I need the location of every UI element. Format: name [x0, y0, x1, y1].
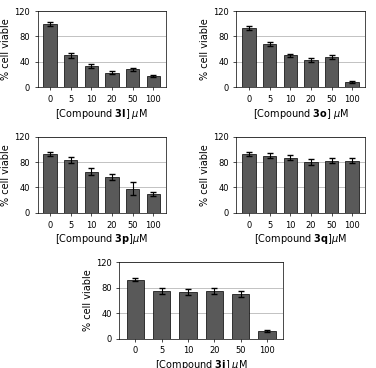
Bar	[242, 28, 256, 87]
Y-axis label: % cell viable: % cell viable	[83, 270, 93, 331]
X-axis label: [Compound $\bf{3j}$] $\mu$M: [Compound $\bf{3j}$] $\mu$M	[155, 358, 247, 368]
Bar	[85, 171, 98, 213]
Bar	[263, 156, 276, 213]
Bar	[44, 24, 57, 87]
X-axis label: [Compound $\bf{3p}$]$\mu$M: [Compound $\bf{3p}$]$\mu$M	[55, 232, 148, 246]
Bar	[105, 177, 119, 213]
X-axis label: [Compound $\bf{3q}$]$\mu$M: [Compound $\bf{3q}$]$\mu$M	[254, 232, 347, 246]
Y-axis label: % cell viable: % cell viable	[200, 144, 210, 206]
Bar	[325, 161, 338, 213]
Bar	[147, 194, 160, 213]
Bar	[105, 72, 119, 87]
Bar	[304, 60, 318, 87]
Y-axis label: % cell viable: % cell viable	[2, 18, 11, 80]
Bar	[44, 154, 57, 213]
Bar	[206, 291, 223, 339]
Bar	[179, 292, 197, 339]
Bar	[64, 56, 77, 87]
Bar	[127, 280, 144, 339]
Bar	[325, 57, 338, 87]
Bar	[126, 189, 139, 213]
Bar	[126, 70, 139, 87]
Bar	[304, 162, 318, 213]
Y-axis label: % cell viable: % cell viable	[2, 144, 11, 206]
Bar	[263, 44, 276, 87]
Bar	[242, 154, 256, 213]
Bar	[85, 66, 98, 87]
X-axis label: [Compound $\bf{3l}$] $\mu$M: [Compound $\bf{3l}$] $\mu$M	[55, 107, 148, 121]
Bar	[153, 291, 170, 339]
Bar	[232, 294, 249, 339]
Bar	[346, 82, 359, 87]
Bar	[284, 56, 297, 87]
Bar	[346, 161, 359, 213]
Bar	[147, 76, 160, 87]
Bar	[284, 158, 297, 213]
X-axis label: [Compound $\bf{3o}$] $\mu$M: [Compound $\bf{3o}$] $\mu$M	[253, 107, 349, 121]
Bar	[258, 331, 276, 339]
Y-axis label: % cell viable: % cell viable	[200, 18, 210, 80]
Bar	[64, 160, 77, 213]
